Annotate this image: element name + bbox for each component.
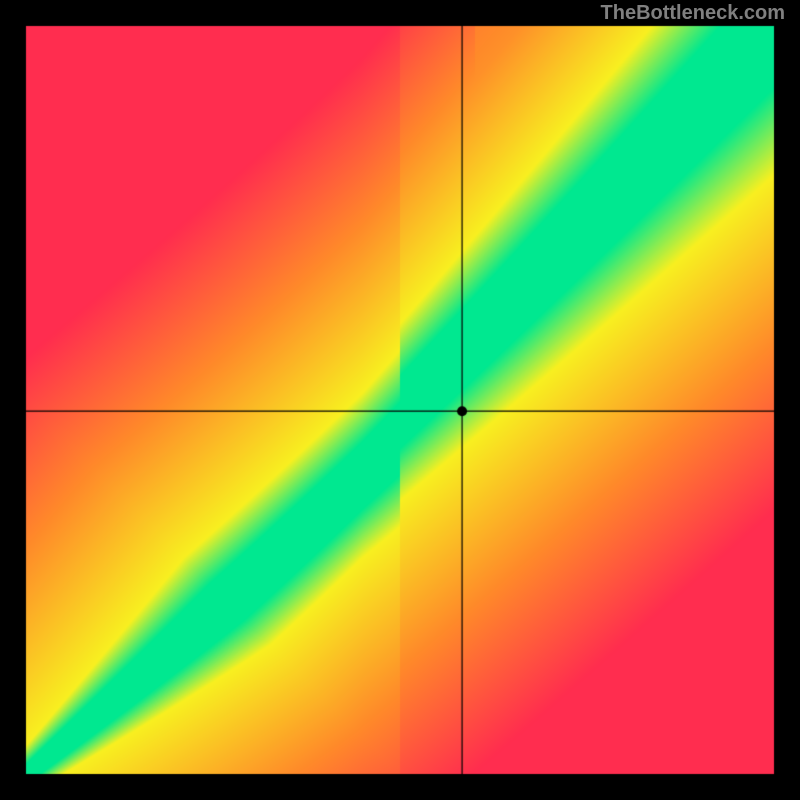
chart-container: TheBottleneck.com <box>0 0 800 800</box>
watermark-text: TheBottleneck.com <box>601 2 785 25</box>
heatmap-canvas <box>0 0 800 800</box>
